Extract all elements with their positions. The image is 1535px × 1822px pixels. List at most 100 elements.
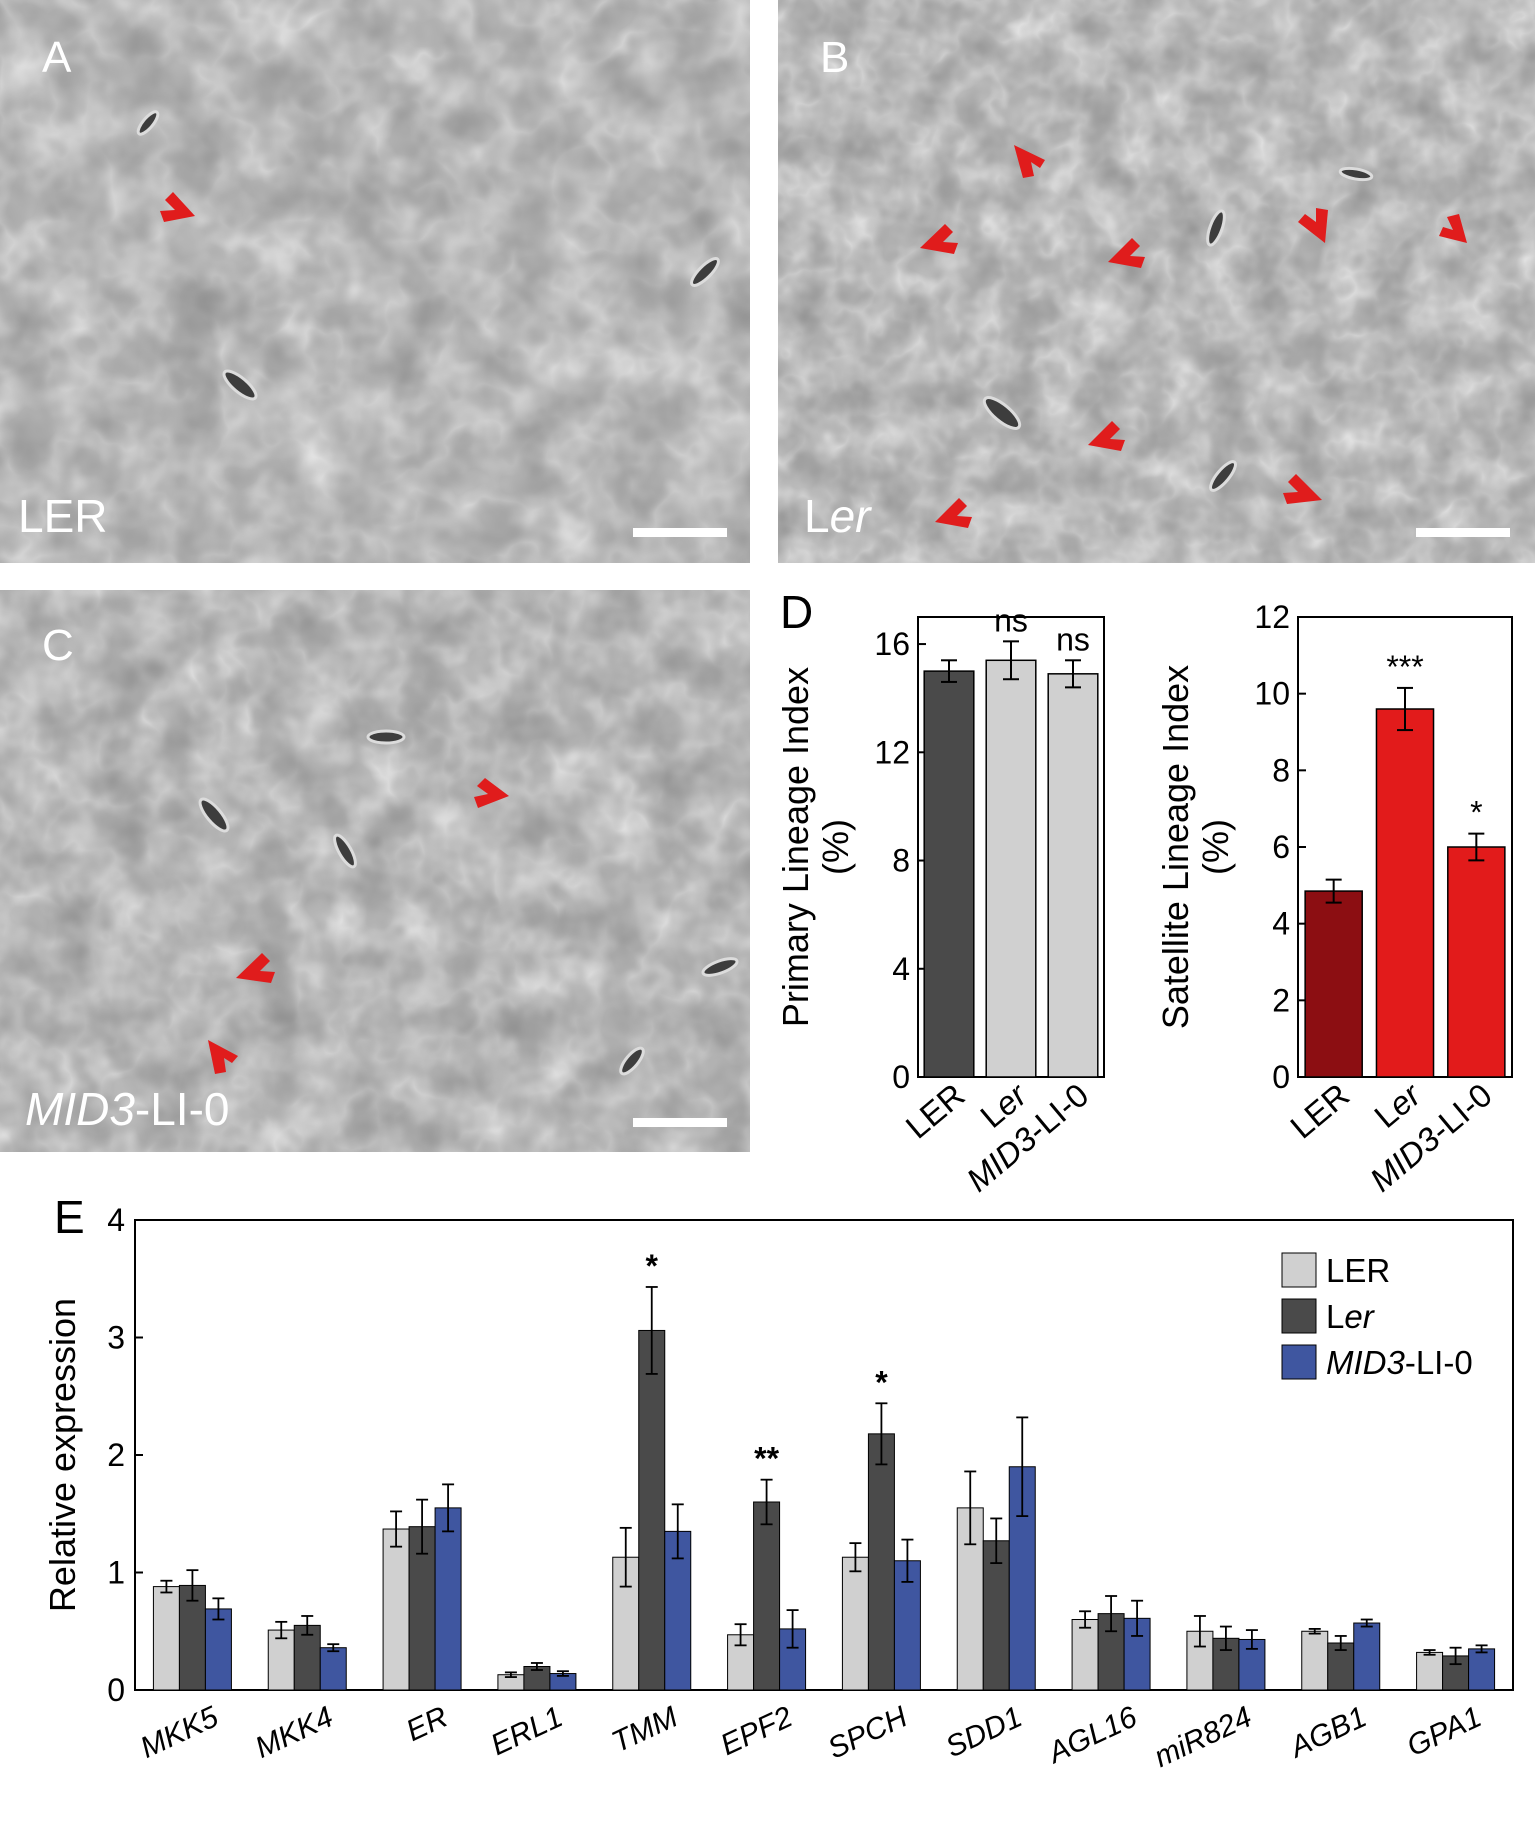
arrow-icon [920,224,958,254]
bar [1375,708,1435,1078]
plot-frame [134,1219,1514,1691]
arrow-icon [1108,238,1145,268]
arrow-group-b [920,145,1467,528]
x-tick-label: SPCH [823,1700,913,1765]
y-tick-label: 0 [107,1672,125,1708]
micrograph-a-cells [0,0,750,563]
x-tick-label: TMM [607,1700,683,1759]
panel-b-label: Ler [804,490,872,542]
x-tick-label: MKK5 [135,1700,223,1765]
bar [923,670,975,1078]
panel-c-label-italic: MID3 [25,1083,135,1135]
bar [382,1528,410,1691]
significance-label: *** [1386,649,1423,685]
stomata-icon [1206,209,1226,247]
x-tick-label: AGL16 [1042,1700,1143,1770]
y-tick-label: 0 [1272,1059,1290,1095]
bar [152,1586,180,1691]
significance-label: ** [754,1441,779,1477]
y-tick-label: 8 [1272,752,1290,788]
y-tick-label: 8 [892,843,910,879]
significance-label: * [646,1248,659,1284]
significance-label: ns [994,602,1028,638]
x-tick-label: SDD1 [941,1700,1027,1764]
panel-a: A LER [0,0,750,563]
stomata-icon [222,369,258,401]
significance-label: * [1470,795,1482,831]
bar [753,1501,781,1691]
arrow-icon [160,192,195,222]
legend-label-italic: MID3 [1326,1344,1405,1381]
panel-c-label-plain: -LI-0 [135,1083,230,1135]
y-tick-label: 1 [107,1555,125,1591]
legend-swatch [1281,1252,1317,1288]
arrow-group-c [208,778,509,1074]
chart-relative-expression: 0 1 2 3 4 Relative expression MKK5 MKK4 ER ERL1 * T… [42,1202,1514,1774]
bar [841,1556,869,1691]
panel-b: B Ler [778,0,1535,563]
legend-label: Ler [1326,1298,1376,1335]
panel-b-letter: B [820,33,849,82]
arrow-icon [935,498,972,528]
legend-label-plain: -LI-0 [1405,1344,1473,1381]
panel-c-letter: C [42,621,74,670]
y-tick-label: 16 [874,626,910,662]
panel-b-label-plain: L [804,490,830,542]
stomata-icon [982,396,1022,430]
stomata-icon [690,257,720,287]
stomata-icon [136,110,160,136]
y-tick-label: 4 [892,951,910,987]
micrograph-c-cells [0,590,750,1152]
bar [1071,1619,1099,1691]
x-tick-label: ERL1 [486,1700,568,1762]
x-tick-label: MID3-LI-0 [959,1076,1095,1199]
y-axis-label-unit: (%) [815,819,856,875]
x-tick-label: MKK4 [250,1700,338,1764]
scale-bar [633,1118,727,1127]
bar [1353,1622,1381,1691]
panel-b-label-italic: er [830,490,873,542]
scale-bar [633,528,727,537]
bar [267,1629,295,1691]
stomata-icon [333,833,357,869]
bar [1447,846,1506,1078]
panel-d-letter: D [780,586,813,638]
arrow-icon [474,778,509,808]
bar [1047,673,1099,1078]
x-tick-label: miR824 [1149,1700,1257,1774]
bar [985,659,1037,1078]
panel-a-letter: A [42,33,72,82]
x-tick-label: GPA1 [1402,1700,1486,1763]
bar [434,1507,462,1691]
bar [1416,1651,1444,1691]
legend-label-plain: L [1326,1298,1344,1335]
significance-label: ns [1056,621,1090,657]
legend-label-italic: er [1344,1298,1375,1335]
legend-swatch [1281,1298,1317,1334]
panel-e-letter: E [54,1191,85,1243]
bar [638,1329,666,1691]
legend-swatch [1281,1344,1317,1380]
arrow-icon [208,1040,238,1074]
arrow-icon [1283,474,1322,504]
y-axis-label: Relative expression [42,1298,83,1612]
panel-c: C MID3-LI-0 [0,590,750,1152]
stomata-icon [1209,460,1237,492]
y-tick-label: 12 [874,734,910,770]
y-tick-label: 4 [1272,906,1290,942]
y-tick-label: 3 [107,1320,125,1356]
y-axis-label-unit: (%) [1195,819,1236,875]
y-tick-label: 6 [1272,829,1290,865]
bar [1304,890,1363,1078]
bar [664,1530,692,1691]
arrow-icon [1088,421,1125,451]
scale-bar [1416,528,1510,537]
micrograph-b-cells [778,0,1535,563]
arrow-icon [236,953,275,983]
arrow-icon [1298,208,1328,243]
panel-c-label: MID3-LI-0 [25,1083,230,1135]
significance-label: * [875,1364,888,1400]
